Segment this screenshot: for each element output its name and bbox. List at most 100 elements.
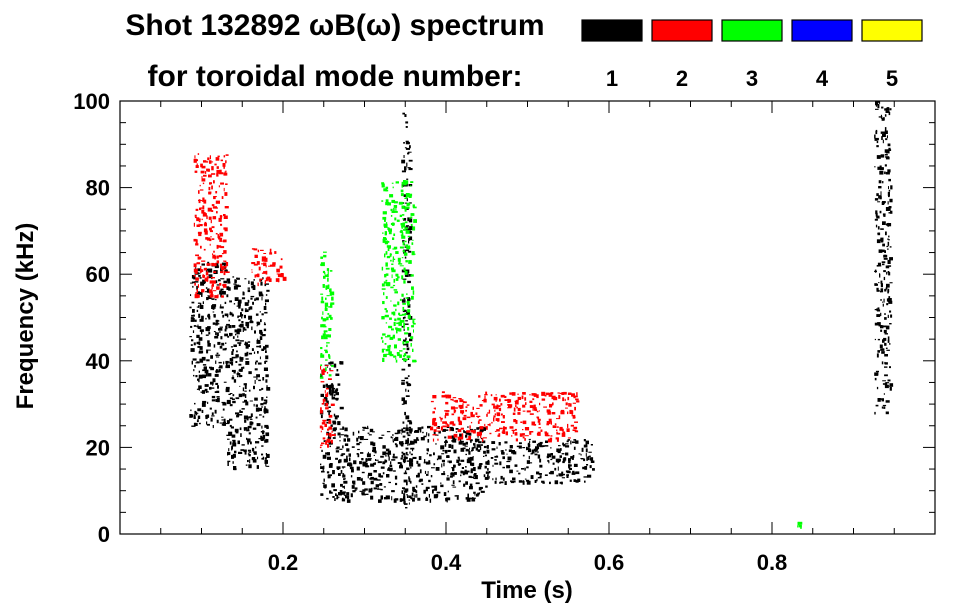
spectral-cell [206, 414, 209, 417]
spectral-cell [887, 143, 891, 147]
spectral-cell [485, 485, 488, 488]
spectral-cell [522, 392, 525, 395]
spectral-cell [473, 443, 476, 446]
spectral-cell [562, 397, 565, 402]
spectral-cell [884, 108, 887, 111]
spectral-cell [329, 367, 331, 371]
spectral-cell [885, 265, 890, 269]
spectral-cell [475, 438, 480, 442]
spectral-cell [388, 453, 392, 455]
spectral-cell [206, 263, 211, 266]
spectral-cell [518, 472, 521, 475]
spectral-cell [228, 287, 231, 291]
spectral-cell [337, 432, 341, 436]
legend-label-1: 1 [606, 66, 618, 91]
spectral-cell [543, 406, 547, 408]
spectral-cell [235, 354, 239, 358]
spectral-cell [541, 391, 546, 396]
spectral-cell [438, 430, 441, 434]
spectral-cell [201, 293, 203, 297]
spectral-cell [263, 402, 267, 405]
spectral-cell [215, 262, 219, 267]
spectral-cell [264, 280, 266, 284]
spectral-cell [435, 467, 440, 471]
spectral-cell [409, 421, 413, 425]
spectral-cell [233, 303, 236, 305]
spectral-cell [200, 266, 202, 270]
spectral-cell [203, 228, 208, 233]
spectral-cell [441, 463, 443, 468]
spectral-cell [261, 256, 266, 261]
spectral-cell [511, 429, 516, 431]
spectral-cell [196, 291, 201, 295]
spectral-cell [207, 401, 209, 404]
spectral-cell [378, 473, 381, 478]
spectral-cell [517, 393, 519, 395]
spectral-cell [365, 458, 367, 462]
spectral-cell [407, 304, 411, 308]
spectral-cell [567, 411, 569, 415]
spectral-cell [378, 499, 382, 503]
spectral-cell [470, 421, 473, 424]
spectral-cell [455, 399, 458, 403]
spectral-cell [434, 485, 438, 490]
spectral-cell [217, 234, 219, 239]
spectral-cell [531, 393, 536, 396]
spectral-cell [453, 400, 456, 402]
spectral-cell [460, 470, 464, 474]
spectral-cell [221, 416, 224, 418]
spectral-cell [583, 458, 586, 462]
spectral-cell [537, 451, 539, 453]
spectral-cell [210, 219, 212, 224]
spectral-cell [397, 301, 400, 306]
spectral-cell [537, 477, 542, 479]
spectral-cell [339, 490, 343, 493]
mode-2-series [193, 153, 580, 449]
spectral-cell [401, 490, 403, 494]
spectral-cell [406, 467, 410, 471]
spectral-cell [499, 461, 502, 466]
spectral-cell [404, 457, 407, 459]
spectral-cell [262, 415, 265, 418]
spectral-cell [216, 169, 221, 174]
spectral-cell [199, 184, 201, 187]
spectral-cell [511, 480, 516, 483]
spectral-cell [244, 328, 247, 331]
spectral-cell [430, 400, 434, 403]
spectral-cell [261, 453, 264, 456]
spectral-cell [390, 461, 392, 465]
spectral-cell [886, 283, 890, 288]
spectral-cell [194, 159, 198, 162]
spectral-cell [246, 309, 249, 312]
spectral-cell [199, 277, 202, 279]
spectral-cell [484, 476, 489, 480]
spectral-cell [324, 421, 326, 424]
spectral-cell [202, 200, 204, 202]
spectral-cell [798, 524, 802, 528]
spectral-cell [200, 245, 202, 249]
spectral-cell [494, 413, 496, 416]
spectral-cell [403, 400, 407, 405]
y-tick-label: 0 [98, 522, 110, 547]
spectral-cell [383, 486, 386, 488]
spectral-cell [879, 273, 881, 277]
spectral-cell [419, 429, 422, 433]
spectral-cell [565, 407, 568, 409]
spectral-cell [569, 409, 572, 414]
spectral-cell [393, 233, 396, 236]
spectral-cell [515, 399, 519, 401]
spectral-cell [452, 397, 457, 399]
spectral-cell [529, 462, 533, 464]
spectral-cell [403, 328, 405, 331]
spectral-cell [469, 486, 473, 490]
spectral-cell [383, 353, 387, 358]
spectral-cell [884, 171, 886, 175]
spectral-cell [219, 232, 224, 237]
spectral-cell [410, 223, 413, 226]
spectral-cell [319, 376, 324, 379]
spectral-cell [506, 461, 511, 463]
spectral-cell [256, 340, 261, 344]
spectral-cell [431, 467, 435, 469]
spectral-cell [407, 309, 411, 313]
spectral-cell [344, 434, 348, 437]
